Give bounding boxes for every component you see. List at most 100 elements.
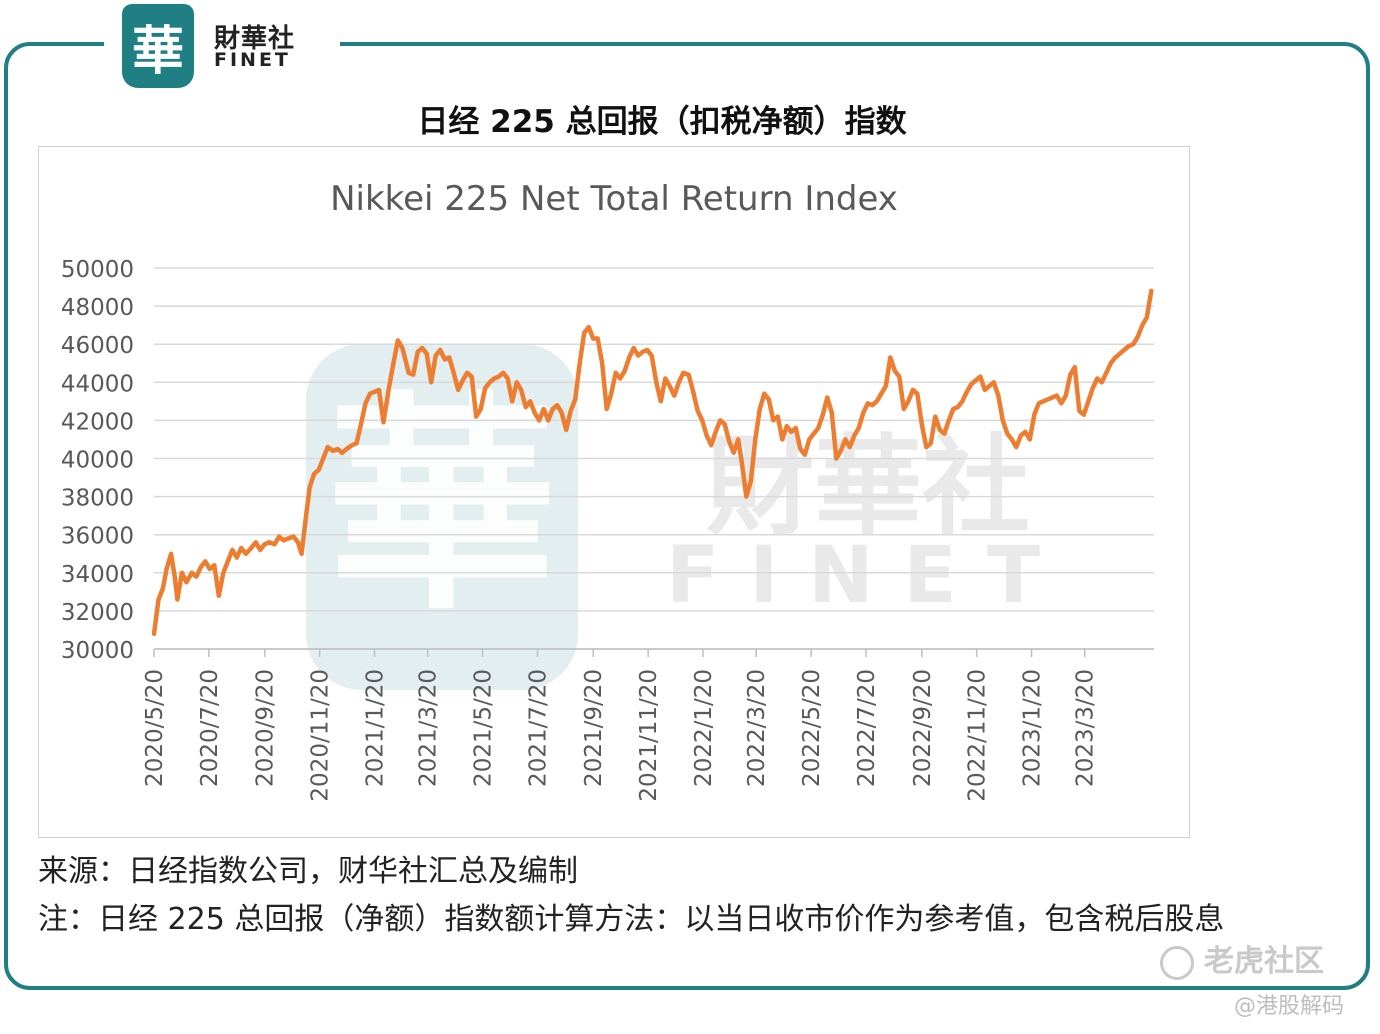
data-point <box>794 426 798 430</box>
data-point <box>632 346 636 350</box>
data-point <box>627 355 631 360</box>
data-point <box>714 430 718 434</box>
data-point <box>474 415 478 419</box>
data-point <box>317 468 321 472</box>
y-tick-label: 32000 <box>61 600 134 626</box>
data-point <box>668 384 672 388</box>
data-point <box>506 376 510 381</box>
data-point <box>429 380 433 384</box>
data-point <box>573 397 577 401</box>
data-point <box>654 380 658 384</box>
data-point <box>1145 315 1149 320</box>
y-tick-label: 42000 <box>61 409 134 435</box>
data-point <box>744 495 748 499</box>
data-point <box>732 451 736 455</box>
data-point <box>866 401 870 405</box>
x-tick-label: 2022/9/20 <box>910 669 936 787</box>
data-point <box>1028 437 1032 441</box>
x-tick-label: 2021/5/20 <box>471 669 497 787</box>
data-point <box>416 350 420 354</box>
x-tick-label: 2021/1/20 <box>363 669 389 787</box>
data-point <box>870 403 874 407</box>
data-point <box>740 460 744 464</box>
data-point <box>672 394 676 398</box>
data-point <box>340 451 344 455</box>
y-tick-label: 40000 <box>61 448 134 474</box>
data-point <box>591 336 595 341</box>
data-point <box>249 546 253 550</box>
data-point <box>169 552 173 556</box>
data-point <box>987 384 991 388</box>
data-point <box>696 409 700 413</box>
tiger-community-watermark: 老虎社区 <box>1160 936 1324 980</box>
y-tick-label: 44000 <box>61 371 134 397</box>
data-point <box>897 375 901 379</box>
data-point <box>1032 413 1036 417</box>
data-point <box>798 447 802 451</box>
data-point <box>700 418 704 422</box>
data-point <box>230 548 234 552</box>
data-point <box>350 443 354 447</box>
author-handle-watermark: @港股解码 <box>1234 994 1345 1019</box>
data-point <box>1113 355 1117 360</box>
data-point <box>308 485 312 489</box>
data-point <box>893 369 897 373</box>
data-point <box>942 432 946 436</box>
logo-name-en: FINET <box>214 49 291 71</box>
x-tick-label: 2021/9/20 <box>581 669 607 787</box>
data-point <box>296 540 300 544</box>
data-point <box>789 430 793 434</box>
data-point <box>396 338 400 342</box>
tiger-logo-icon <box>1160 945 1194 980</box>
data-point <box>190 571 194 575</box>
data-point <box>400 346 404 350</box>
data-point <box>368 392 372 396</box>
data-point <box>596 336 600 341</box>
data-point <box>843 437 847 441</box>
x-tick-label: 2022/3/20 <box>744 669 770 787</box>
y-tick-label: 36000 <box>61 524 134 550</box>
data-point <box>848 445 852 449</box>
data-point <box>1140 323 1144 327</box>
line-chart: 華 財華社 FINET Nikkei 225 Net Total Return … <box>61 179 1154 802</box>
watermark-seal-char: 華 <box>327 371 557 641</box>
data-point <box>258 548 262 552</box>
data-point <box>542 407 546 411</box>
data-point <box>551 407 555 411</box>
source-note: 来源：日经指数公司，财华社汇总及编制 <box>38 854 578 889</box>
data-point <box>996 394 1000 398</box>
x-tick-label: 2020/11/20 <box>308 669 334 802</box>
x-tick-label: 2023/1/20 <box>1020 669 1046 787</box>
data-point <box>387 386 391 390</box>
data-point <box>1091 386 1095 390</box>
data-point <box>924 445 928 449</box>
data-point <box>1100 380 1104 384</box>
data-point <box>960 399 964 403</box>
data-point <box>875 399 879 403</box>
data-point <box>1014 445 1018 449</box>
data-point <box>354 441 359 445</box>
data-point <box>208 567 212 571</box>
data-point <box>267 540 271 544</box>
data-point <box>776 415 780 419</box>
data-point <box>578 361 582 365</box>
data-point <box>1037 401 1041 405</box>
data-point <box>488 380 492 384</box>
data-point <box>852 434 856 438</box>
data-point <box>609 392 613 396</box>
data-point <box>1131 342 1135 346</box>
data-point <box>199 565 203 569</box>
data-point <box>749 479 753 483</box>
data-point <box>938 428 942 432</box>
data-point <box>1055 394 1059 398</box>
data-point <box>175 597 179 602</box>
data-point <box>221 571 225 575</box>
data-point <box>470 375 474 379</box>
data-point <box>407 371 411 375</box>
data-point <box>956 405 960 409</box>
data-point <box>239 546 243 550</box>
data-point <box>372 390 377 394</box>
data-point <box>555 403 559 407</box>
method-note: 注：日经 225 总回报（净额）指数额计算方法：以当日收市价作为参考值，包含税后… <box>38 902 1225 937</box>
data-point <box>515 380 519 384</box>
